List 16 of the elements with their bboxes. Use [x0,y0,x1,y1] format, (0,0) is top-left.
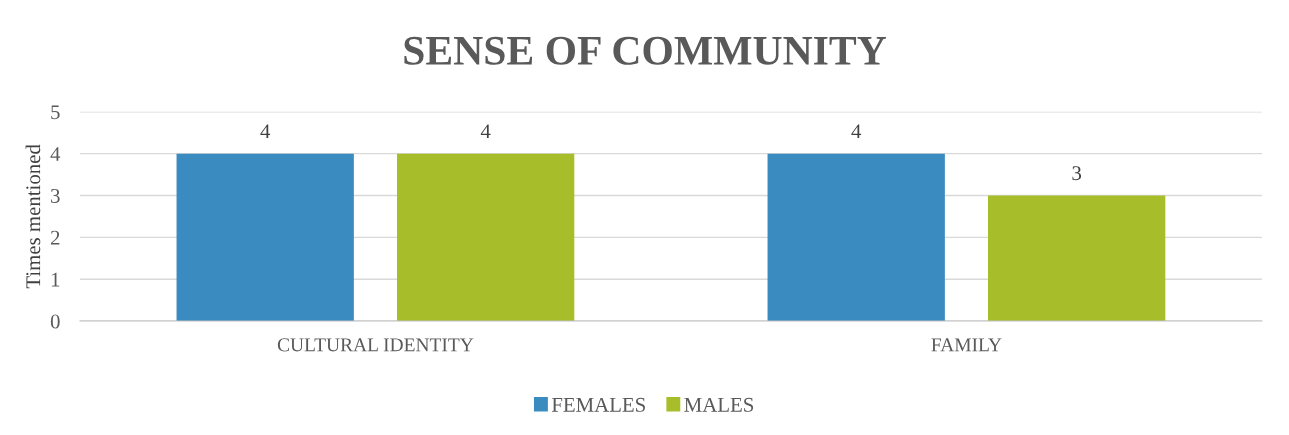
x-tick-label: FAMILY [931,338,1002,352]
y-tick-label: 1 [51,272,60,287]
legend-label: FEMALES [551,397,645,412]
y-tick-label: 4 [50,147,61,161]
data-label: 4 [260,124,271,139]
y-tick-label: 3 [51,188,60,203]
y-tick-label: 2 [50,230,60,245]
y-axis-title: Times mentioned [25,144,41,289]
data-label: 3 [1072,166,1082,181]
data-label: 4 [851,124,862,139]
y-tick-label: 0 [50,314,60,329]
data-label: 4 [480,124,491,139]
x-tick-label: CULTURAL IDENTITY [277,338,474,352]
y-tick-label: 5 [51,105,60,120]
legend-label: MALES [684,397,754,412]
chart-title: SENSE OF COMMUNITY [404,36,886,65]
